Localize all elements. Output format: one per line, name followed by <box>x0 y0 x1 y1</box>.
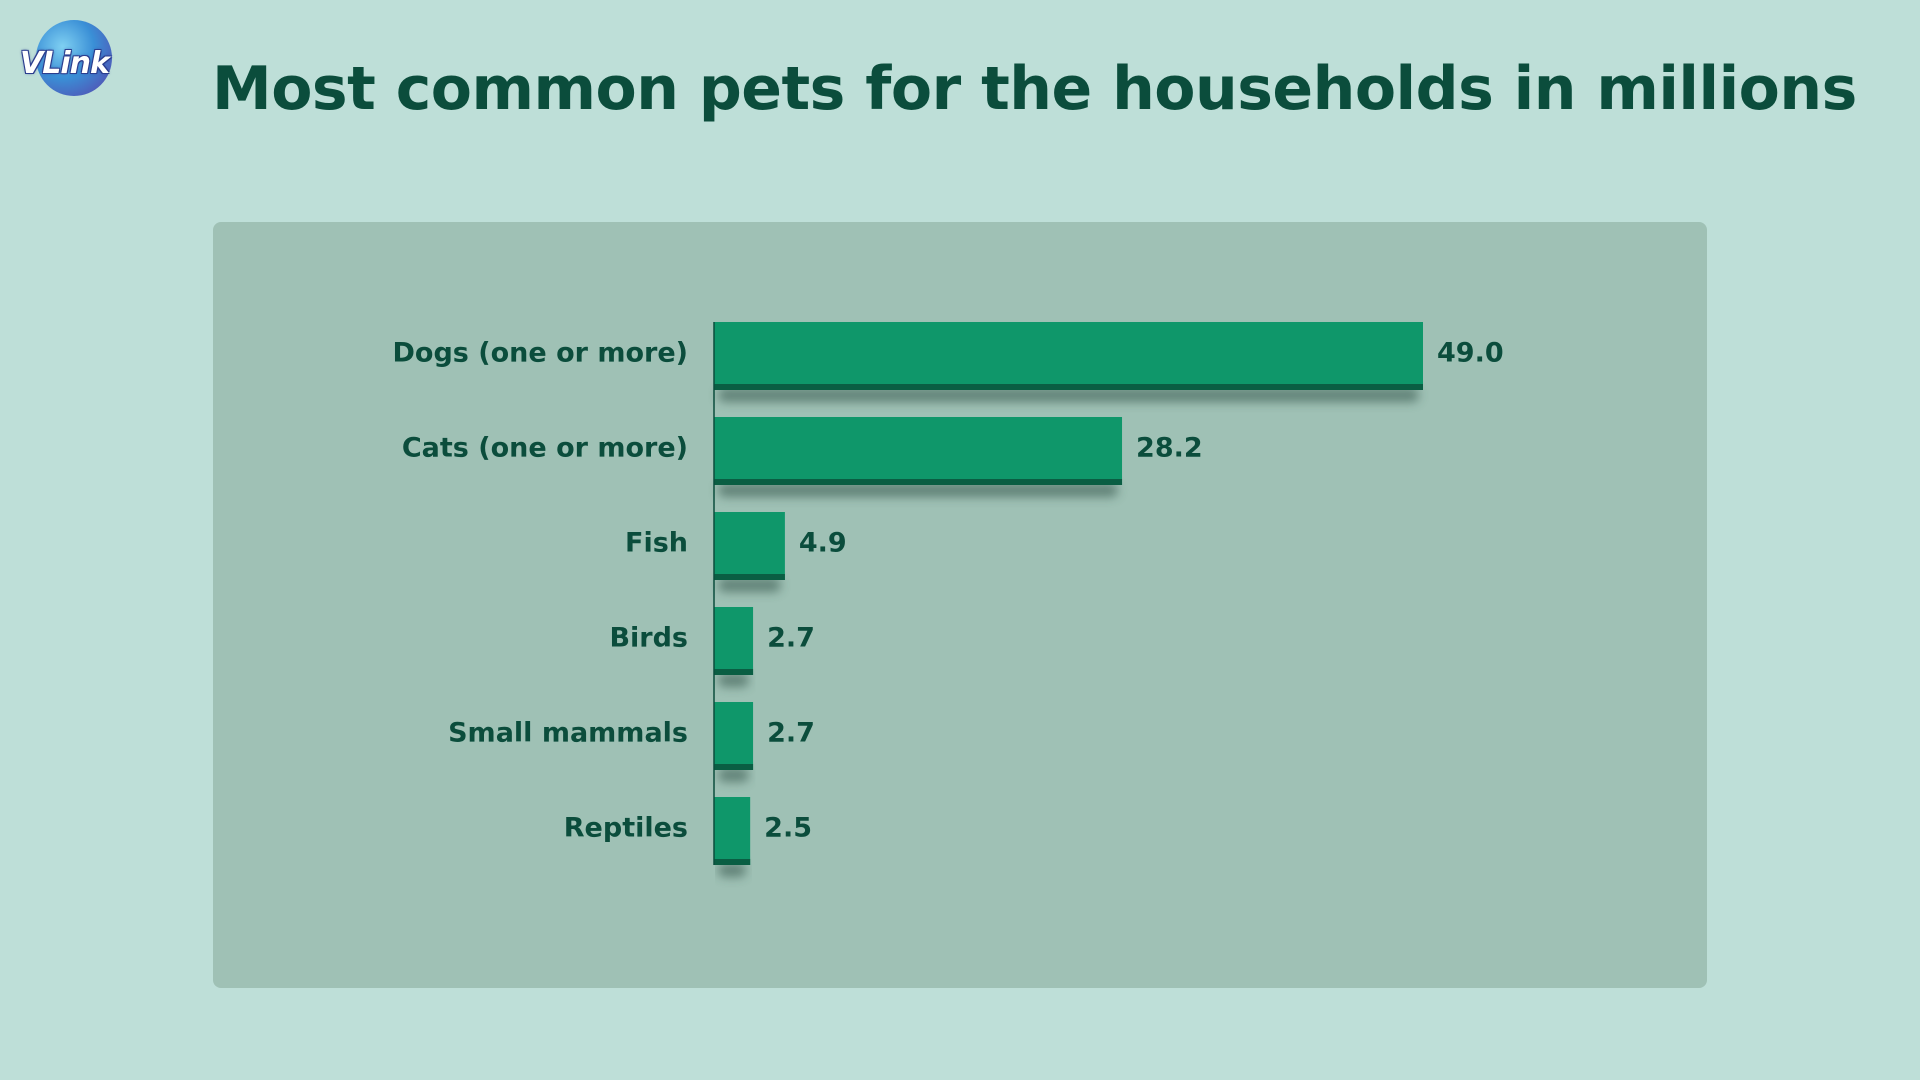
category-label: Fish <box>625 528 688 559</box>
bar-birds <box>714 607 754 675</box>
bar-shadow <box>718 578 781 592</box>
bar-chart: Dogs (one or more) 49.0 Cats (one or more)… <box>393 322 1504 877</box>
bar-shadow <box>718 388 1419 402</box>
bar-reptiles <box>714 797 751 865</box>
category-label: Small mammals <box>448 718 688 749</box>
bar-shadows <box>718 388 1419 877</box>
category-label: Dogs (one or more) <box>393 338 689 369</box>
bar-fish <box>714 512 785 580</box>
value-label: 2.5 <box>764 813 812 844</box>
value-label: 2.7 <box>767 623 815 654</box>
category-label: Cats (one or more) <box>402 433 688 464</box>
labels: Dogs (one or more) 49.0 Cats (one or more)… <box>393 338 1504 844</box>
bar-edge <box>714 859 751 865</box>
value-label: 28.2 <box>1136 433 1203 464</box>
category-label: Birds <box>609 623 688 654</box>
value-label: 49.0 <box>1437 338 1504 369</box>
chart-panel: Dogs (one or more) 49.0 Cats (one or more)… <box>213 222 1707 988</box>
globe-icon <box>36 20 112 96</box>
logo-text: VLink <box>20 46 110 81</box>
bar-edge <box>714 764 754 770</box>
bar-shadow <box>718 673 750 687</box>
bar-dogs-one-or-more <box>714 322 1423 390</box>
chart-title: Most common pets for the households in m… <box>212 54 1857 124</box>
value-label: 2.7 <box>767 718 815 749</box>
value-label: 4.9 <box>799 528 847 559</box>
category-label: Reptiles <box>564 813 688 844</box>
bar-edge <box>714 479 1123 485</box>
bar-small-mammals <box>714 702 754 770</box>
vlink-logo: VLink <box>18 18 130 106</box>
bar-edge <box>714 384 1423 390</box>
bar-shadow <box>718 863 747 877</box>
bar-edge <box>714 669 754 675</box>
bar-edge <box>714 574 785 580</box>
bar-cats-one-or-more <box>714 417 1123 485</box>
bar-shadow <box>718 768 750 782</box>
bars <box>714 322 1423 865</box>
bar-shadow <box>718 483 1119 497</box>
